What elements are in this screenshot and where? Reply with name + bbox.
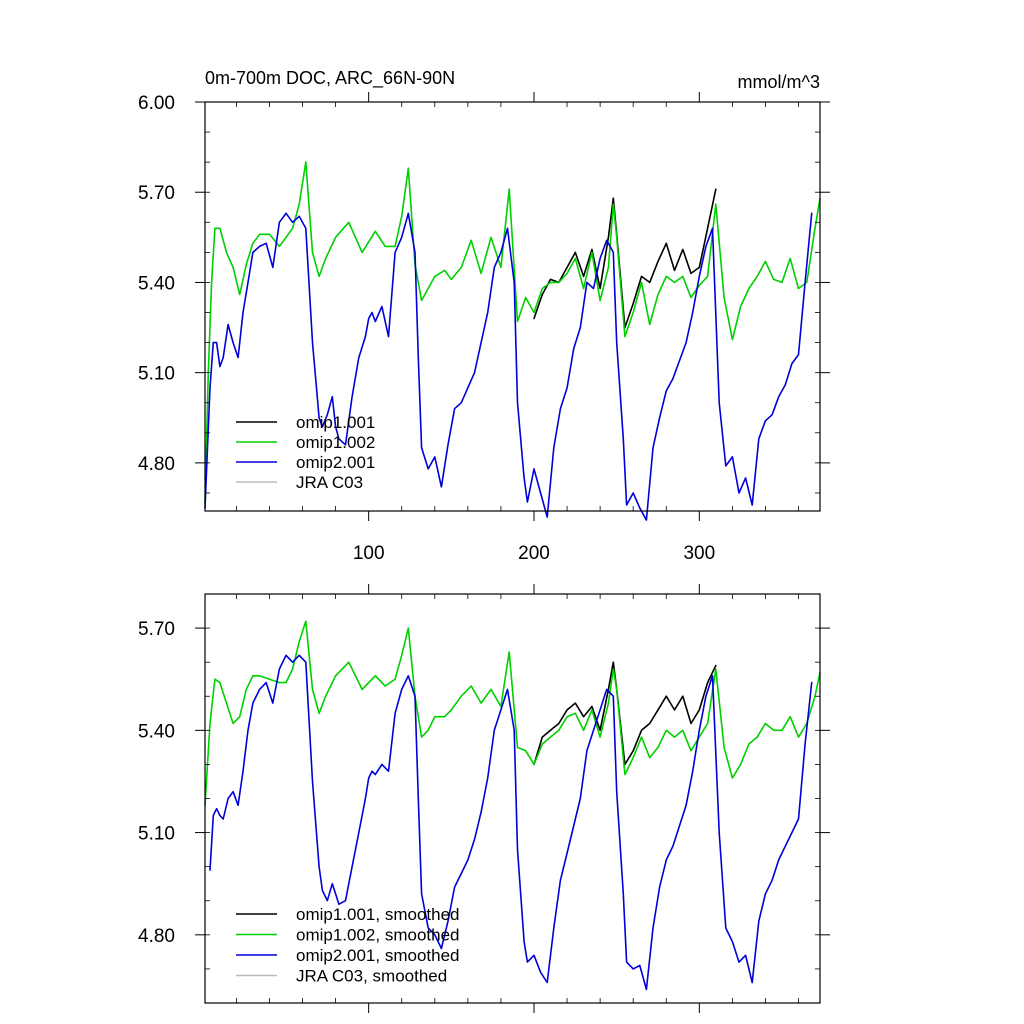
plot-frame: [204, 101, 821, 512]
y-tick-label: 5.70: [138, 183, 175, 204]
units-label: mmol/m^3: [738, 72, 820, 92]
legend: omip1.001, smoothed omip1.002, smoothedom…: [236, 905, 460, 986]
series-line-omip1-001: [533, 188, 717, 329]
x-tick-label: 100: [353, 543, 385, 564]
y-tick-label: 5.10: [138, 364, 175, 385]
series-line-omip1-002: [204, 161, 821, 503]
y-tick-label: 5.70: [138, 619, 175, 640]
y-tick-label: 6.00: [138, 93, 175, 114]
legend-label: omip1.001, smoothed: [296, 905, 460, 924]
series-line-omip2-001: [204, 212, 813, 521]
x-tick-label: 200: [518, 543, 550, 564]
legend-label: omip2.001, smoothed: [296, 946, 460, 965]
legend-label: omip1.002, smoothed: [296, 926, 460, 945]
series-line-omip2-001-smoothed: [209, 654, 813, 991]
legend-label: omip1.001: [296, 413, 375, 432]
legend-label: JRA C03: [296, 473, 363, 492]
legend-label: omip1.002: [296, 433, 375, 452]
y-tick-label: 5.40: [138, 721, 175, 742]
x-tick-label: 300: [683, 543, 715, 564]
y-tick-label: 5.40: [138, 273, 175, 294]
y-tick-label: 4.80: [138, 454, 175, 475]
chart-title: 0m-700m DOC, ARC_66N-90N: [205, 68, 455, 89]
series-line-omip1-001-smoothed: [533, 661, 717, 766]
legend-label: omip2.001: [296, 453, 375, 472]
top-chart-panel: 0m-700m DOC, ARC_66N-90N mmol/m^3 4.80 5.…: [138, 68, 830, 564]
bottom-chart-panel: 4.805.105.405.70 omip1.001, smoothedomip…: [138, 584, 830, 1013]
y-tick-label: 5.10: [138, 824, 175, 845]
y-tick-label: 4.80: [138, 926, 175, 947]
legend-label: JRA C03, smoothed: [296, 967, 447, 986]
series-line-omip1-002-smoothed: [204, 620, 821, 807]
